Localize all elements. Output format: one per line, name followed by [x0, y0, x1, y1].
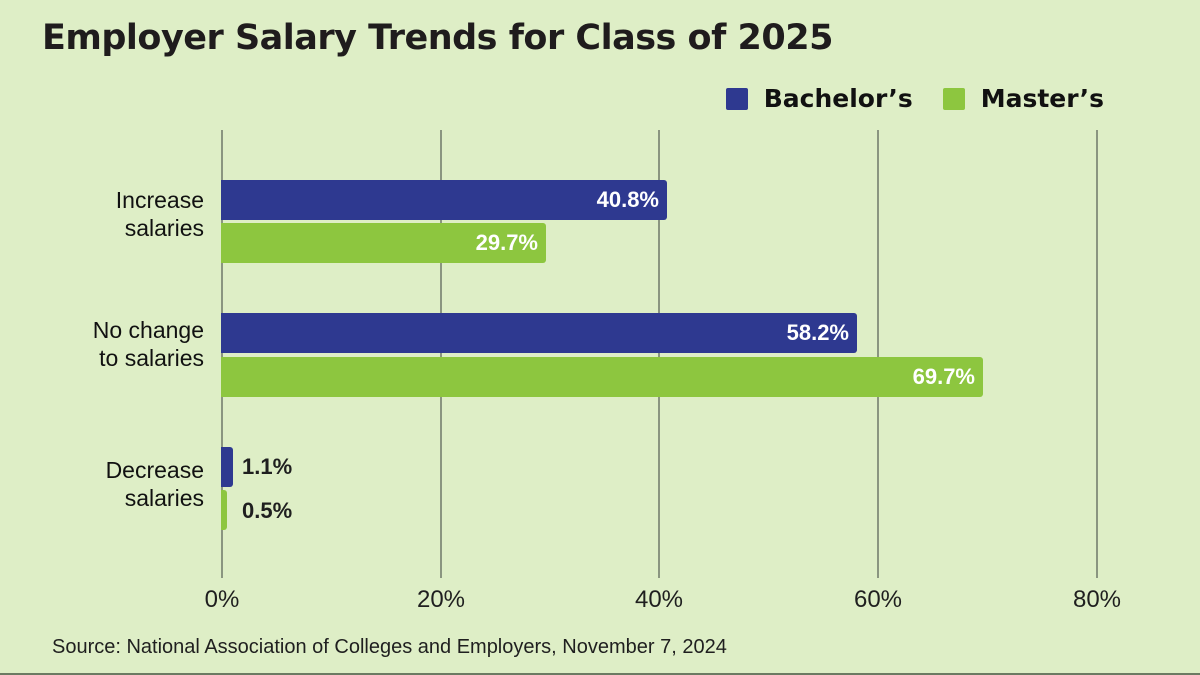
gridline-40 [658, 130, 660, 578]
bar-nochange-masters: 69.7% [221, 357, 983, 397]
legend: Bachelor’s Master’s [696, 84, 1104, 113]
legend-label-masters: Master’s [980, 84, 1104, 113]
bar-value-decrease-masters: 0.5% [242, 498, 293, 523]
x-tick-40: 40% [634, 586, 684, 613]
bachelors-swatch-icon [725, 87, 748, 110]
bar-decrease-masters [221, 490, 227, 530]
bar-increase-bachelors: 40.8% [221, 180, 667, 220]
x-tick-20: 20% [416, 586, 466, 613]
bar-value: 40.8% [596, 187, 659, 212]
bottom-divider [0, 673, 1200, 675]
x-tick-80: 80% [1072, 586, 1122, 613]
legend-item-masters: Master’s [942, 84, 1104, 113]
gridline-60 [877, 130, 879, 578]
legend-item-bachelors: Bachelor’s [725, 84, 913, 113]
legend-label-bachelors: Bachelor’s [763, 84, 913, 113]
category-label-line: Decrease [105, 457, 204, 483]
gridline-80 [1096, 130, 1098, 578]
bar-value-decrease-bachelors: 1.1% [242, 454, 293, 479]
gridline-20 [440, 130, 442, 578]
masters-swatch-icon [942, 87, 965, 110]
category-label-line: to salaries [99, 345, 204, 371]
bar-decrease-bachelors [221, 447, 233, 487]
chart-title: Employer Salary Trends for Class of 2025 [42, 18, 833, 58]
bar-value: 29.7% [475, 230, 538, 255]
bar-value: 69.7% [912, 364, 975, 389]
category-label-line: No change [92, 317, 204, 343]
gridline-0 [221, 130, 223, 578]
source-note: Source: National Association of Colleges… [52, 636, 727, 658]
x-tick-60: 60% [853, 586, 903, 613]
category-label-no-change: No change to salaries [93, 316, 204, 372]
category-label-increase: Increase salaries [116, 186, 204, 242]
bar-value: 58.2% [786, 320, 849, 345]
category-label-line: Increase [115, 187, 204, 213]
x-tick-0: 0% [204, 586, 240, 613]
category-label-decrease: Decrease salaries [106, 456, 204, 512]
category-label-line: salaries [124, 485, 204, 511]
bar-nochange-bachelors: 58.2% [221, 313, 857, 353]
category-label-line: salaries [124, 215, 204, 241]
bar-increase-masters: 29.7% [221, 223, 546, 263]
